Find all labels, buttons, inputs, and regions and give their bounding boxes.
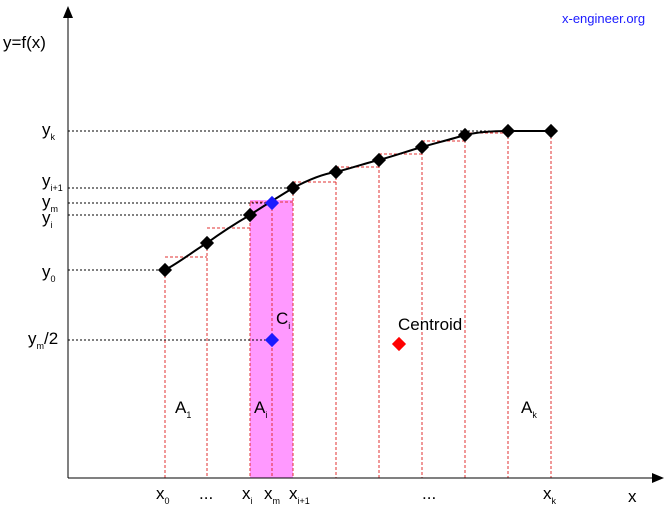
curve-node bbox=[242, 207, 258, 223]
label-ai: Ai bbox=[254, 398, 267, 420]
label-x0: x0 bbox=[156, 484, 170, 506]
curve-node bbox=[371, 152, 387, 168]
axes bbox=[63, 6, 664, 483]
label-xk: xk bbox=[543, 484, 557, 506]
label-dots-left: ... bbox=[199, 484, 213, 503]
label-ci: Ci bbox=[276, 309, 290, 331]
y-axis-title: y=f(x) bbox=[3, 33, 46, 52]
label-a1: A1 bbox=[175, 398, 191, 420]
x-axis-arrow bbox=[652, 473, 664, 483]
curve-node bbox=[285, 180, 301, 196]
strip-centroid-marker bbox=[264, 332, 280, 348]
label-dots-right: ... bbox=[422, 484, 436, 503]
curve-node bbox=[500, 123, 516, 139]
curve-node bbox=[543, 123, 559, 139]
curve-node bbox=[457, 127, 473, 143]
label-xi: xi bbox=[242, 484, 253, 506]
function-curve bbox=[164, 130, 551, 271]
label-ym-half: ym/2 bbox=[28, 329, 58, 351]
label-yi: yi bbox=[42, 208, 53, 230]
label-xm: xm bbox=[264, 484, 280, 506]
curve-node bbox=[414, 139, 430, 155]
label-ak: Ak bbox=[521, 398, 537, 420]
label-xi1: xi+1 bbox=[289, 484, 310, 506]
label-yi1: yi+1 bbox=[42, 171, 63, 193]
label-centroid: Centroid bbox=[398, 315, 462, 334]
label-yk: yk bbox=[42, 120, 56, 142]
centroid-marker bbox=[391, 336, 407, 352]
curve-node bbox=[328, 164, 344, 180]
horizontal-black-guides bbox=[68, 130, 551, 341]
vertical-guide-lines bbox=[164, 131, 552, 478]
site-label: x-engineer.org bbox=[562, 11, 645, 26]
label-ym: ym bbox=[42, 192, 58, 214]
midpoint-marker bbox=[264, 195, 280, 211]
curve-node bbox=[157, 262, 173, 278]
label-y0: y0 bbox=[42, 262, 56, 284]
horizontal-red-tops bbox=[165, 130, 551, 258]
curve-nodes bbox=[157, 123, 559, 278]
curve-node bbox=[199, 235, 215, 251]
x-axis-title: x bbox=[628, 487, 637, 506]
y-axis-arrow bbox=[63, 6, 73, 18]
